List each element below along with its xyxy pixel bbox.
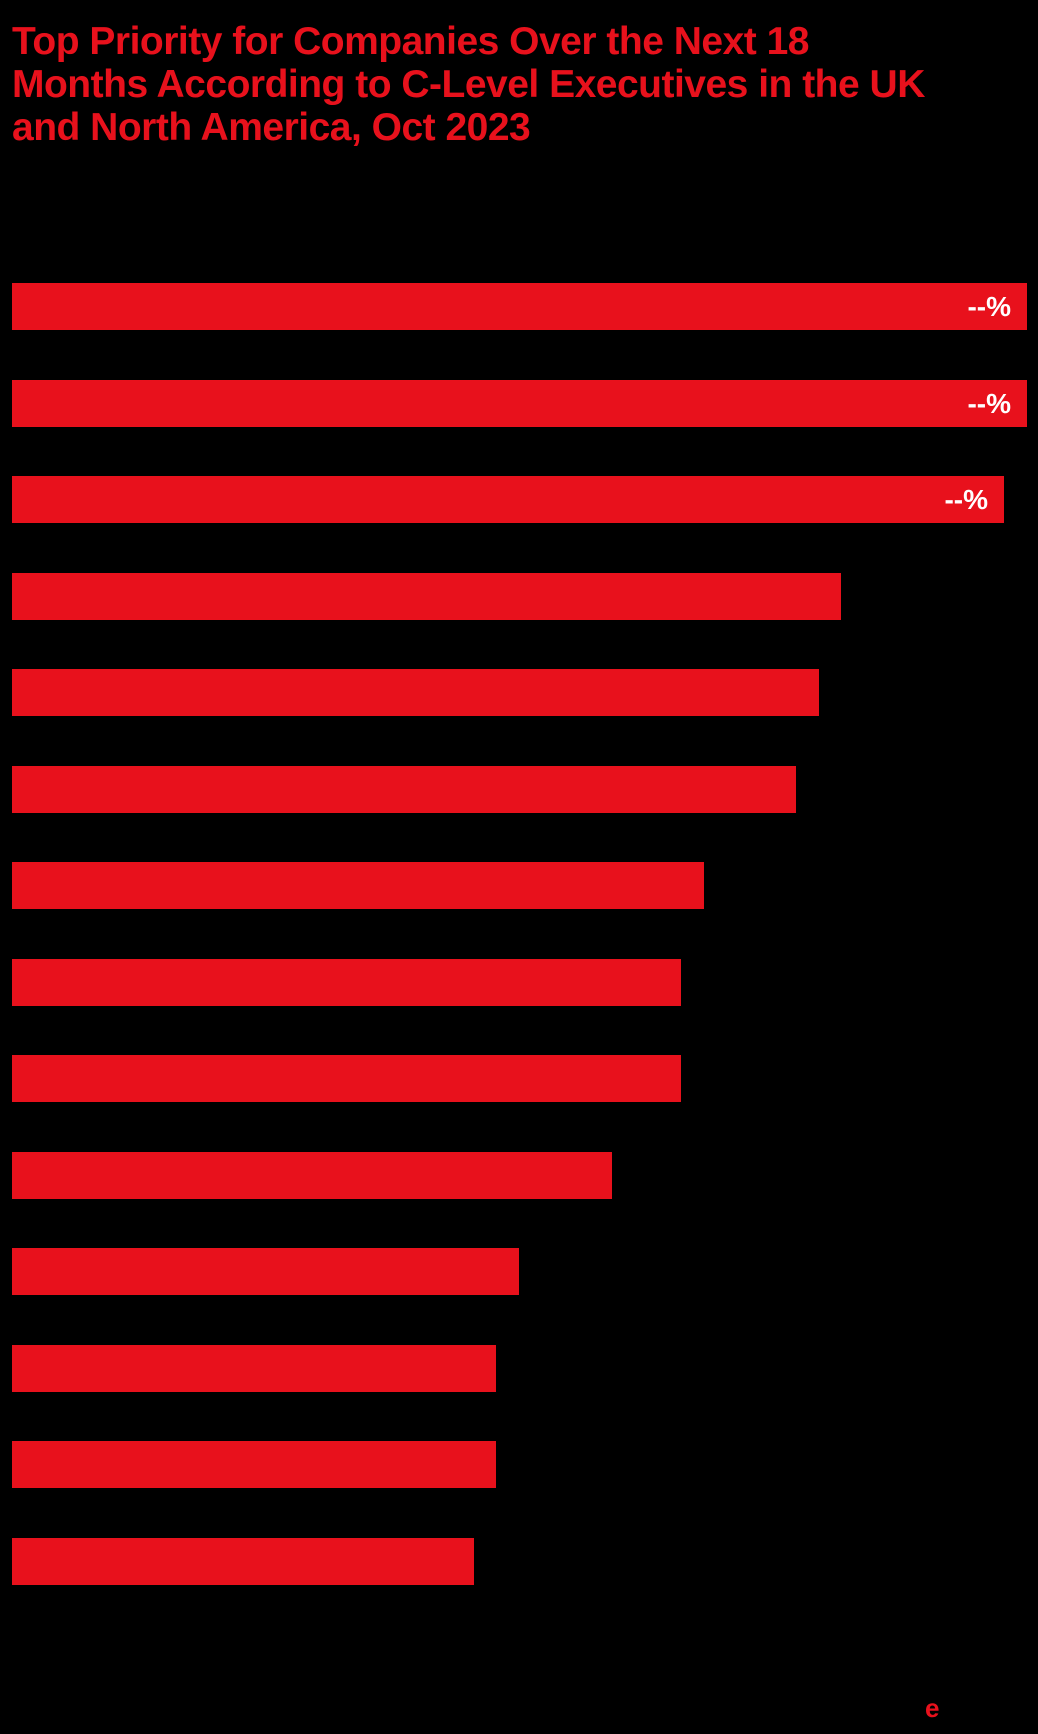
bar [12,1441,496,1488]
bar [12,1055,681,1102]
emarketer-logo-e: e [925,1693,940,1723]
bar-value-label [12,573,841,620]
bar [12,1538,474,1585]
bar: --% [12,476,1004,523]
bar-value-label [12,862,704,909]
bar-value-label [12,669,819,716]
bar-value-label: --% [967,388,1011,419]
bar [12,1248,519,1295]
bar-value-label [12,766,796,813]
chart-title: Top Priority for Companies Over the Next… [12,20,925,149]
bar-value-label [12,1538,474,1585]
bar-value-label [12,1055,681,1102]
bar-value-label [12,1248,519,1295]
bar: --% [12,380,1027,427]
bar [12,573,841,620]
bar [12,862,704,909]
bar-value-label [12,1152,612,1199]
bar [12,766,796,813]
bar [12,1345,496,1392]
bar-value-label [12,1441,496,1488]
bar: --% [12,283,1027,330]
bar-value-label: --% [967,291,1011,322]
bar [12,1152,612,1199]
bar-value-label: --% [944,484,988,515]
bar-value-label [12,1345,496,1392]
bar [12,959,681,1006]
bar-value-label [12,959,681,1006]
bar [12,669,819,716]
